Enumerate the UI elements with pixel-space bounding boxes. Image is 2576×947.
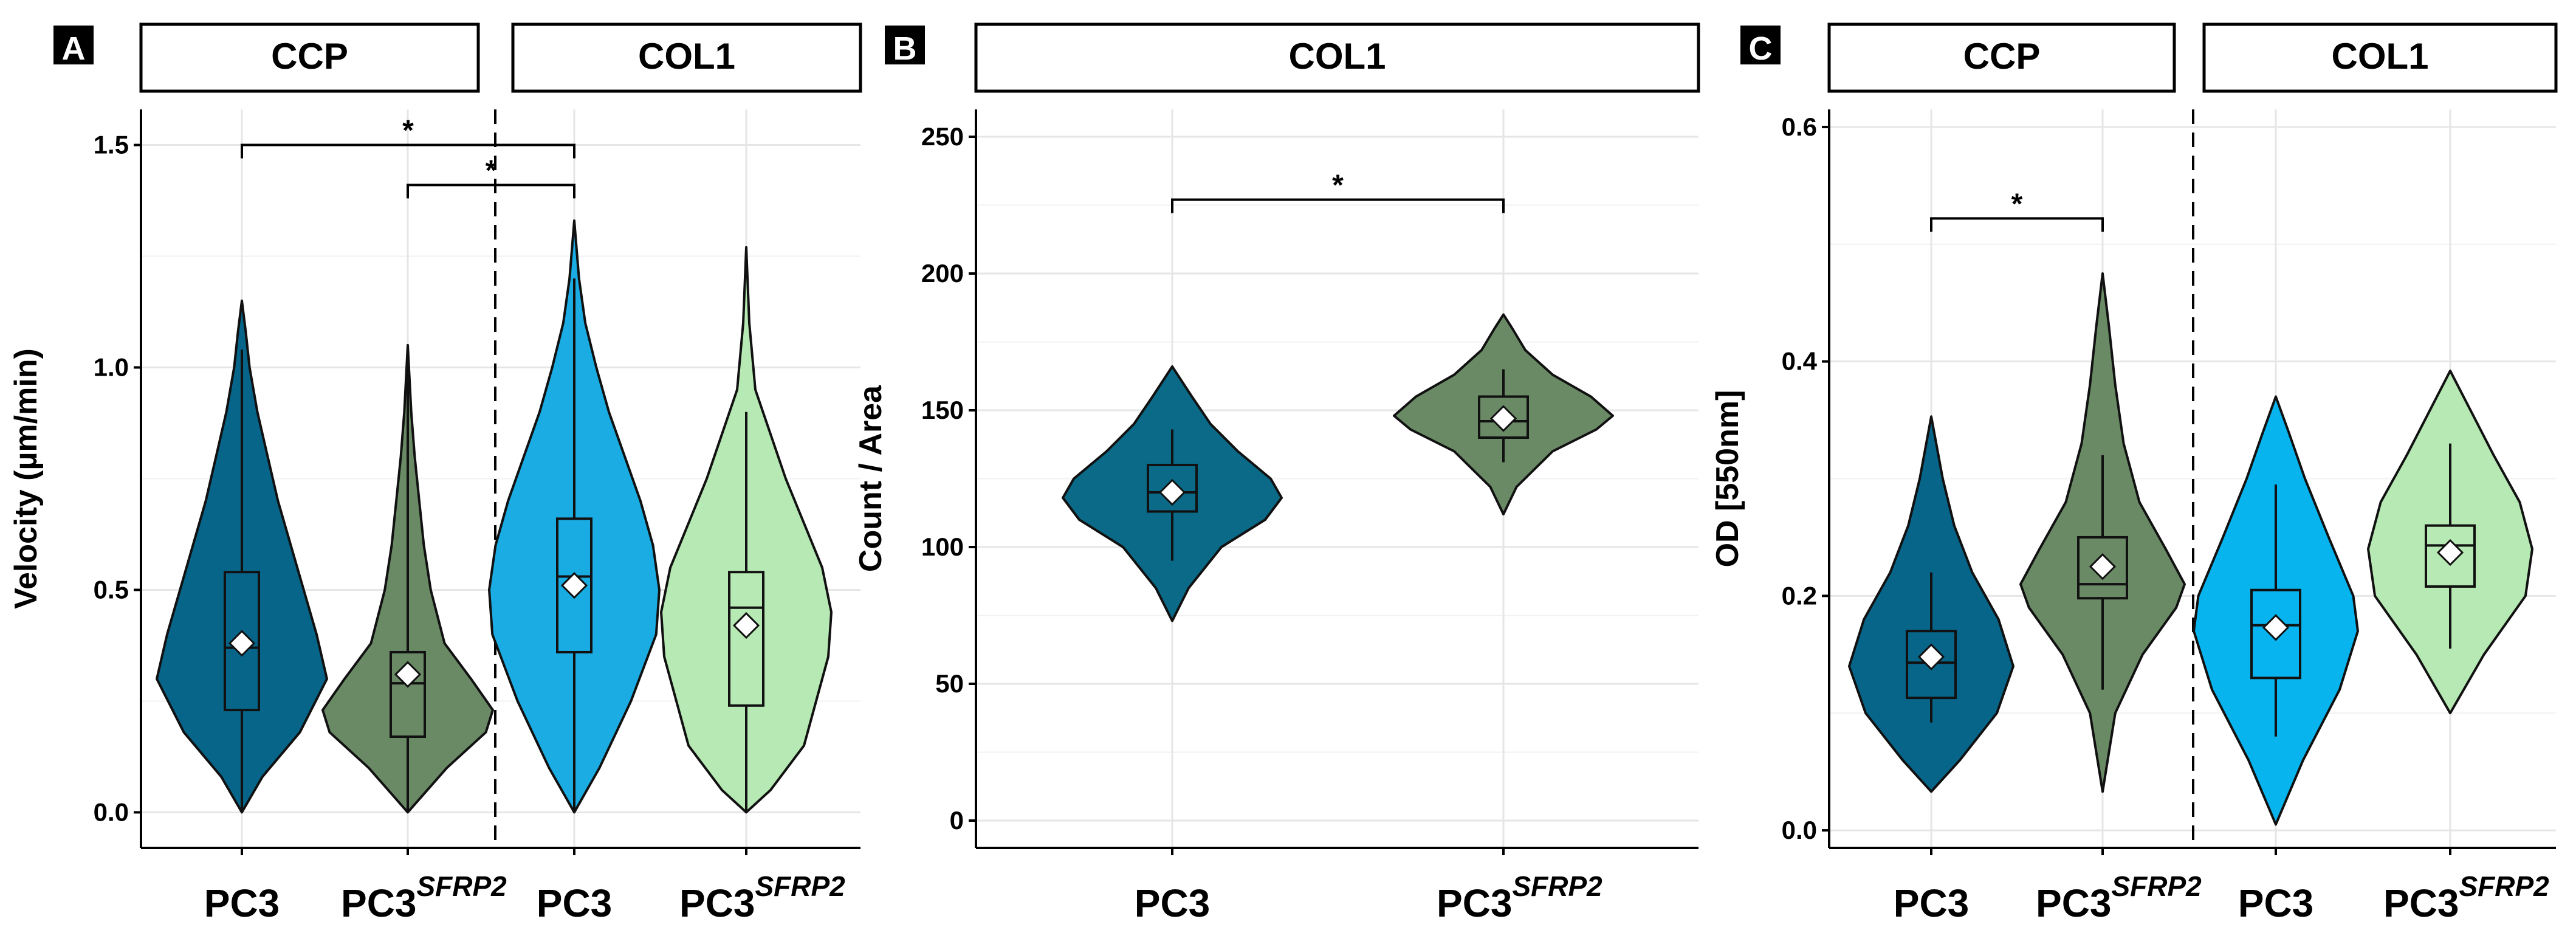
facet-label: CCP <box>271 36 348 77</box>
violin-group <box>2019 272 2186 793</box>
facet-strip <box>139 22 480 93</box>
significance-bracket: * <box>1171 170 1505 213</box>
violin-group <box>1848 415 2014 793</box>
significance-bracket: * <box>407 154 575 199</box>
mean-marker <box>2089 553 2117 580</box>
mean-marker <box>2436 539 2464 566</box>
y-tick-label: 1.5 <box>94 131 129 159</box>
x-tick-label-main: PC3 <box>2383 881 2459 925</box>
y-axis-title: Velocity (µm/min) <box>9 348 44 609</box>
violin-group <box>156 299 328 814</box>
x-tick-label: PC3 <box>204 881 280 925</box>
bracket-line <box>1171 198 1505 213</box>
violin-group <box>321 343 494 814</box>
violin-group <box>488 219 661 814</box>
mean-marker <box>1158 478 1186 506</box>
x-tick-label: PC3SFRP2 <box>679 870 845 925</box>
violin-group <box>2193 395 2359 826</box>
y-tick-label: 0.0 <box>94 797 129 826</box>
mean-marker <box>1489 405 1517 432</box>
significance-star: * <box>486 154 497 187</box>
box <box>390 650 426 739</box>
bracket-line <box>1930 217 2104 232</box>
box <box>224 571 260 712</box>
significance-star: * <box>2011 188 2023 220</box>
y-tick-label: 0.0 <box>1782 816 1817 844</box>
x-tick-label: PC3 <box>1894 881 1970 925</box>
facet-label: COL1 <box>1288 36 1386 77</box>
panel-a-badge <box>53 26 94 64</box>
x-tick-label-main: PC3 <box>341 881 417 925</box>
panel-c-badge <box>1740 26 1781 64</box>
y-tick-label: 150 <box>921 396 964 424</box>
significance-bracket: * <box>1930 188 2104 232</box>
facet-strip <box>511 22 862 93</box>
x-tick-label-main: PC3 <box>679 881 755 925</box>
mean-marker <box>394 661 422 688</box>
panel-a-letter: A <box>62 30 86 67</box>
significance-bracket: * <box>241 115 575 159</box>
mean-marker <box>2262 614 2290 641</box>
y-tick-label: 50 <box>935 669 964 698</box>
mean-marker <box>732 611 760 639</box>
facet-strip <box>2202 22 2558 93</box>
x-tick-label: PC3SFRP2 <box>2036 870 2202 925</box>
x-tick-label-main: PC3 <box>1135 881 1211 925</box>
mean-marker <box>560 572 588 599</box>
facet-strip <box>974 22 1700 93</box>
significance-star: * <box>1332 170 1344 202</box>
y-tick-label: 250 <box>921 122 964 151</box>
y-tick-label: 0.2 <box>1782 581 1817 610</box>
x-tick-label: PC3 <box>1135 881 1211 925</box>
panel-b-letter: B <box>893 30 917 67</box>
x-tick-label-main: PC3 <box>2036 881 2112 925</box>
violin-group <box>660 246 833 814</box>
x-tick-label-superscript: SFRP2 <box>2112 870 2202 902</box>
x-tick-label-main: PC3 <box>1894 881 1970 925</box>
x-tick-label-superscript: SFRP2 <box>1513 870 1603 902</box>
x-tick-label-superscript: SFRP2 <box>755 870 846 902</box>
y-axis-title: Count / Area <box>853 385 888 572</box>
x-tick-label-main: PC3 <box>204 881 280 925</box>
mean-marker <box>1917 643 1945 670</box>
violin-group <box>1393 313 1614 515</box>
y-tick-label: 0.4 <box>1782 347 1818 376</box>
facet-strip <box>1827 22 2176 93</box>
facet-label: COL1 <box>638 36 735 77</box>
mean-marker <box>228 630 256 657</box>
panel-c-letter: C <box>1749 30 1773 67</box>
x-tick-label-main: PC3 <box>537 881 613 925</box>
x-tick-label-main: PC3 <box>2238 881 2314 925</box>
facet-label: COL1 <box>2331 36 2428 77</box>
y-tick-label: 1.0 <box>94 353 129 382</box>
y-tick-label: 0 <box>950 806 964 835</box>
violin-group <box>1062 365 1283 622</box>
panel-b-badge <box>885 26 925 64</box>
bracket-line <box>241 143 575 159</box>
y-axis-title: OD [550nm] <box>1710 390 1745 568</box>
x-tick-label: PC3 <box>2238 881 2314 925</box>
y-tick-label: 200 <box>921 259 964 288</box>
y-tick-label: 100 <box>921 532 964 561</box>
significance-star: * <box>402 115 414 147</box>
y-tick-label: 0.5 <box>94 575 129 604</box>
x-tick-label-superscript: SFRP2 <box>417 870 507 902</box>
x-tick-label: PC3SFRP2 <box>341 870 507 925</box>
x-tick-label-main: PC3 <box>1437 881 1513 925</box>
x-tick-label: PC3SFRP2 <box>1437 870 1602 925</box>
violin-group <box>2367 370 2533 715</box>
y-tick-label: 0.6 <box>1782 112 1817 141</box>
panel-a: A CCP COL1 0.0 0.5 1.0 1.5 Velocity (µm/min) PC… <box>9 22 862 925</box>
bracket-line <box>407 184 575 199</box>
facet-label: CCP <box>1963 36 2041 77</box>
x-tick-label: PC3 <box>537 881 613 925</box>
x-tick-label: PC3SFRP2 <box>2383 870 2549 925</box>
x-tick-label-superscript: SFRP2 <box>2459 870 2550 902</box>
